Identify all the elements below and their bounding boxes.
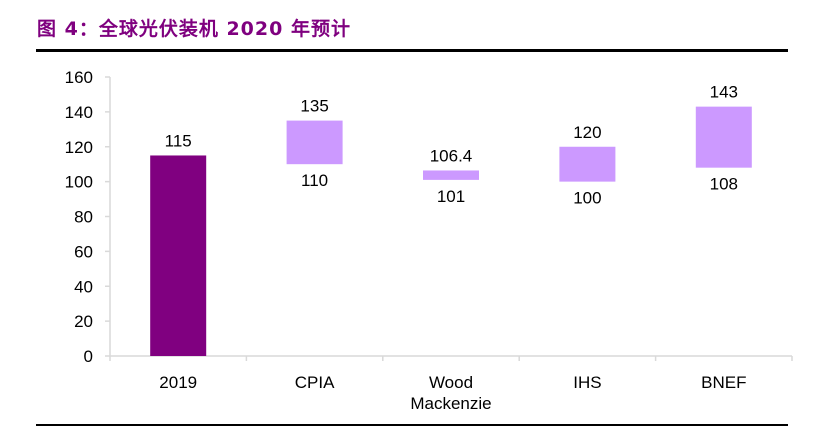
data-labels: 115 135 110 106.4 101 120 100 143 108 [165,83,738,208]
bar-high-label: 106.4 [430,146,473,165]
y-tick-label: 160 [65,68,93,87]
bar-high-label: 120 [573,123,601,142]
bar-high-label: 135 [300,97,328,116]
y-tick-label: 0 [84,347,93,366]
bar-low-label: 100 [573,189,601,208]
y-axis: 0 20 40 60 80 100 120 140 160 [65,68,111,366]
x-tick-label: 2019 [159,373,197,392]
forecast-range-bar [695,106,752,168]
bar-low-label: 110 [301,171,328,190]
actual-2019-bar [150,155,207,356]
bars [150,106,752,356]
x-tick-label: BNEF [701,373,746,392]
top-rule [36,49,788,52]
y-tick-label: 120 [65,138,93,157]
x-tick-label: Wood [429,373,473,392]
y-tick-label: 60 [74,242,93,261]
bar-high-label: 143 [710,83,738,102]
x-tick-label: CPIA [295,373,335,392]
bar-low-label: 101 [437,187,465,206]
y-tick-label: 100 [65,173,93,192]
bar-low-label: 108 [710,175,738,194]
y-tick-label: 80 [74,208,93,227]
x-tick-label: IHS [573,373,601,392]
figure-title: 图 4：全球光伏装机 2020 年预计 [37,18,351,40]
forecast-range-bar [559,146,616,182]
y-tick-label: 40 [74,277,93,296]
x-tick-label: Mackenzie [410,394,491,413]
bar-high-label: 115 [165,131,192,150]
forecast-range-bar [423,170,479,180]
bottom-rule [36,424,788,426]
y-tick-label: 140 [65,103,93,122]
x-axis: 2019 CPIA Wood Mackenzie IHS BNEF [109,355,793,413]
forecast-range-bar [286,120,343,165]
y-tick-label: 20 [74,312,93,331]
